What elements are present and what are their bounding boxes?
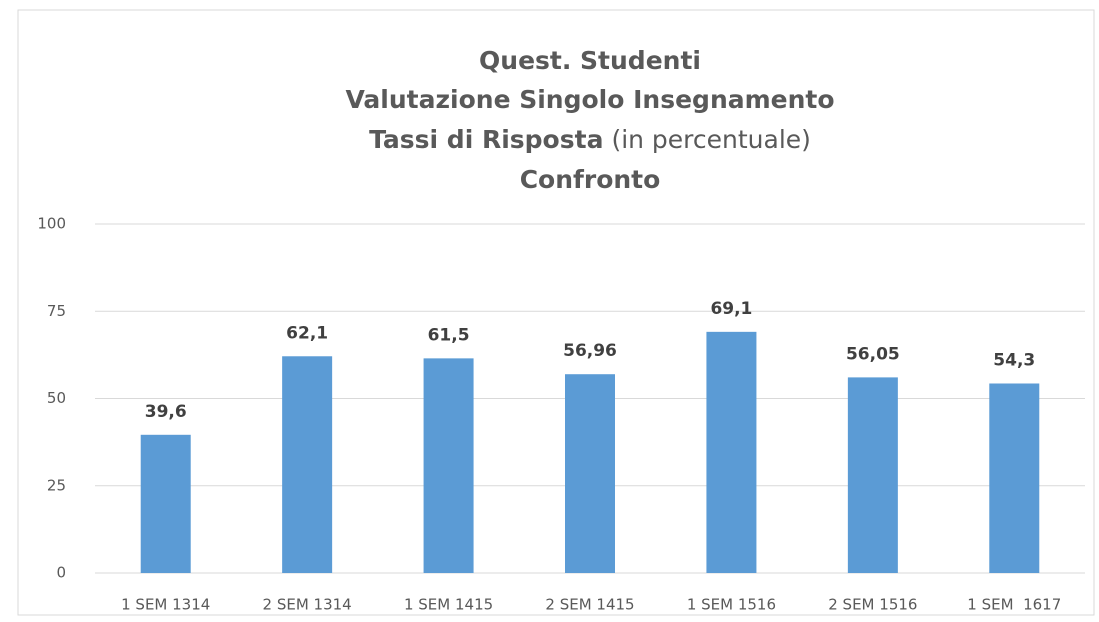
chart-title: Valutazione Singolo Insegnamento (345, 85, 834, 114)
chart-title-note: (in percentuale) (611, 125, 811, 154)
y-tick-label: 25 (47, 476, 66, 494)
bar (423, 358, 474, 573)
chart-title: Quest. Studenti (479, 46, 701, 75)
data-label: 54,3 (993, 350, 1035, 370)
bar (847, 377, 898, 573)
bar (282, 356, 333, 573)
x-tick-label: 1 SEM 1415 (404, 596, 493, 614)
chart-border (17, 9, 1095, 616)
x-tick-label: 2 SEM 1415 (545, 596, 634, 614)
y-tick-label: 0 (56, 564, 66, 582)
chart-title: Tassi di Risposta (in percentuale) (369, 125, 811, 154)
bar (565, 374, 615, 573)
bar (989, 383, 1040, 573)
y-tick-label: 50 (47, 389, 66, 407)
data-label: 69,1 (710, 299, 752, 319)
y-tick-label: 100 (37, 215, 66, 233)
x-tick-label: 1 SEM 1516 (687, 596, 776, 614)
x-tick-label: 2 SEM 1314 (263, 596, 352, 614)
x-tick-label: 2 SEM 1516 (828, 596, 917, 614)
data-label: 61,5 (428, 325, 470, 345)
data-label: 39,6 (145, 402, 187, 422)
data-label: 62,1 (286, 323, 328, 343)
data-label: 56,05 (846, 344, 900, 364)
data-label: 56,96 (563, 341, 617, 361)
bar (140, 434, 191, 573)
chart-title: Tassi di Risposta (369, 125, 603, 154)
x-tick-label: 1 SEM 1314 (121, 596, 210, 614)
y-tick-label: 75 (47, 302, 66, 320)
chart-title: Confronto (520, 165, 661, 194)
x-tick-label: 1 SEM 1617 (967, 596, 1061, 614)
bar (706, 331, 757, 573)
